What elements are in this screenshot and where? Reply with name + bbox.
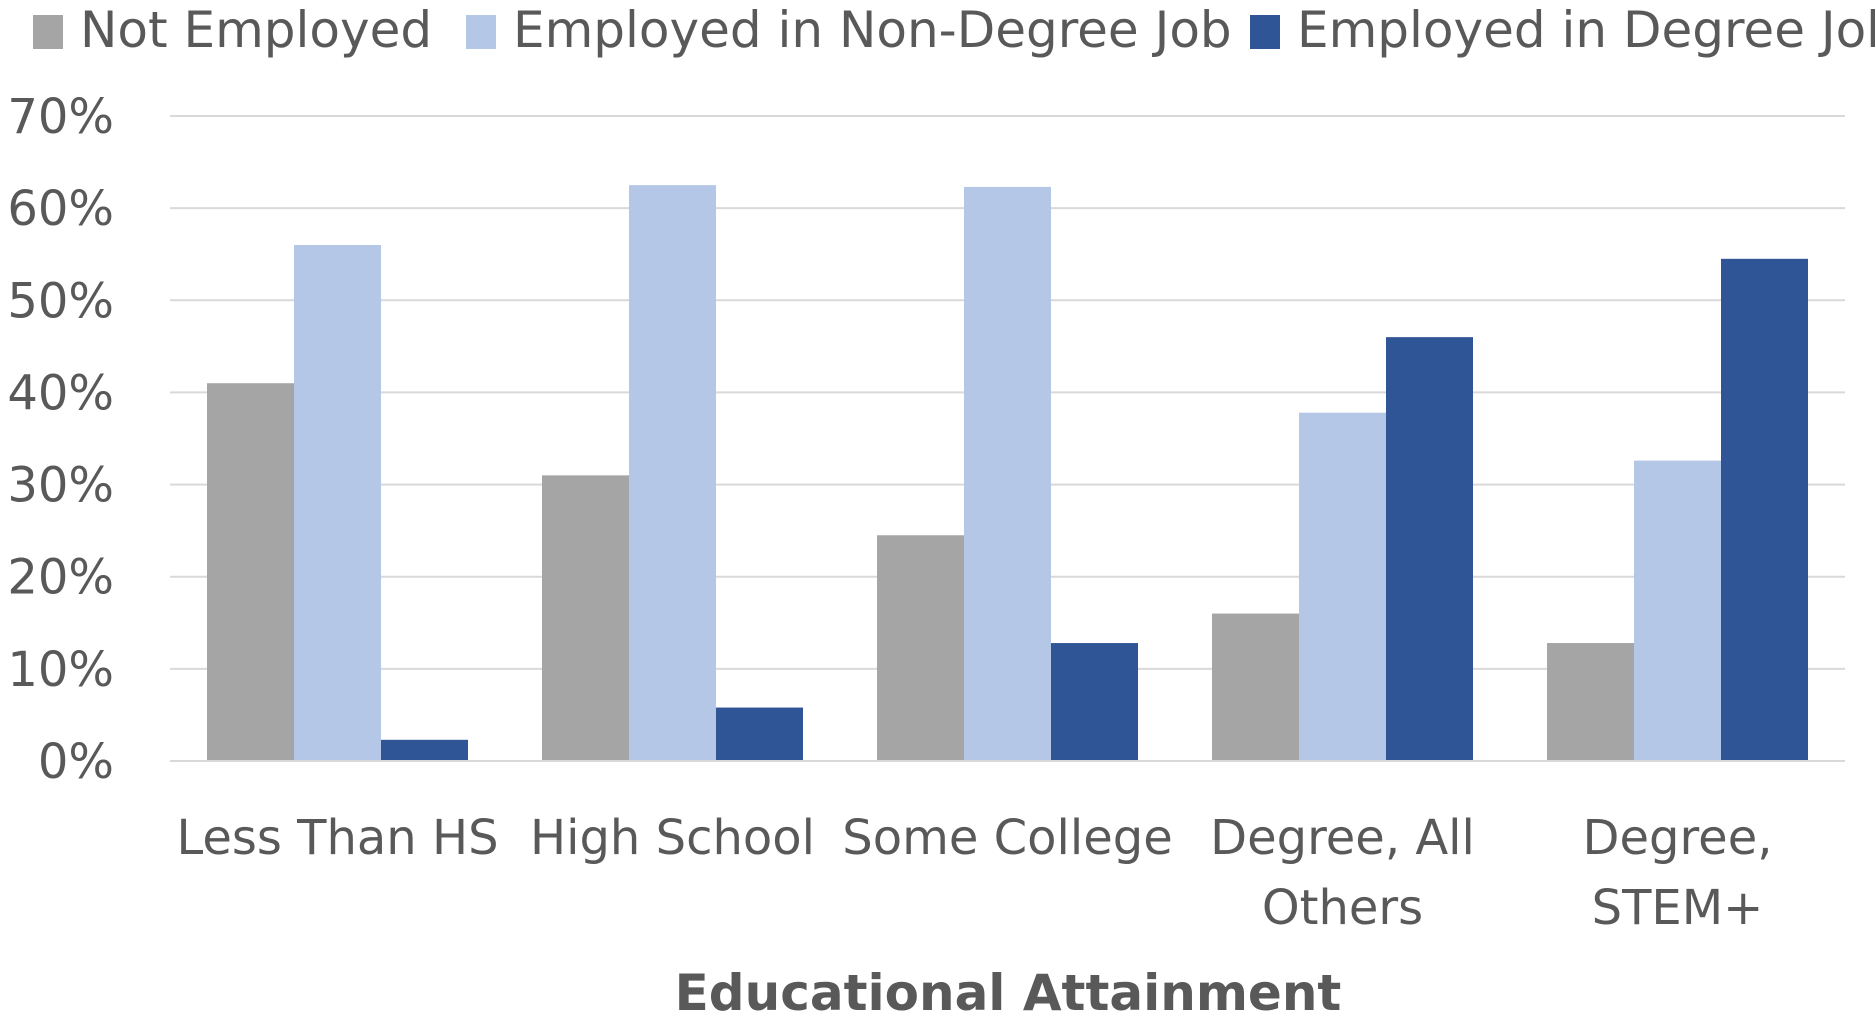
legend-swatch (466, 15, 496, 49)
legend-label: Not Employed (80, 1, 432, 59)
legend-swatch (33, 15, 63, 49)
x-tick-label: High School (530, 810, 815, 866)
bar (1386, 337, 1473, 761)
x-tick-label: Others (1262, 880, 1423, 936)
bar (294, 245, 381, 761)
legend-label: Employed in Non-Degree Job (513, 1, 1232, 59)
bar (877, 535, 964, 761)
legend-label: Employed in Degree Job (1297, 1, 1875, 59)
bar (1721, 258, 1808, 761)
y-axis-ticks: 0% 10% 20% 30% 40% 50% 60% 70% (7, 89, 114, 790)
y-tick-label: 20% (7, 550, 114, 606)
x-tick-label: Degree, All (1210, 810, 1475, 866)
x-tick-label: STEM+ (1592, 880, 1764, 936)
legend-item: Employed in Degree Job (1250, 1, 1875, 59)
bar (1212, 613, 1299, 761)
y-tick-label: 10% (7, 642, 114, 698)
bar (381, 739, 468, 761)
x-tick-label: Some College (842, 810, 1172, 866)
y-tick-label: 30% (7, 458, 114, 514)
legend-item: Not Employed (33, 1, 432, 59)
y-tick-label: 60% (7, 181, 114, 237)
x-axis-categories: Less Than HS High School Some College Degre… (176, 810, 1772, 936)
y-tick-label: 40% (7, 365, 114, 421)
legend-swatch (1250, 15, 1280, 49)
y-tick-label: 50% (7, 273, 114, 329)
bar (542, 475, 629, 761)
bars (207, 185, 1808, 761)
y-tick-label: 70% (7, 89, 114, 145)
x-tick-label: Degree, (1583, 810, 1773, 866)
bar (1299, 412, 1386, 761)
legend: Not Employed Employed in Non-Degree Job Em… (33, 1, 1875, 59)
bar (1547, 643, 1634, 761)
legend-item: Employed in Non-Degree Job (466, 1, 1232, 59)
bar (207, 383, 294, 761)
bar (1051, 643, 1138, 761)
bar (716, 707, 803, 761)
y-tick-label: 0% (38, 734, 114, 790)
bar (964, 186, 1051, 761)
bar (1634, 460, 1721, 761)
x-axis-title: Educational Attainment (675, 964, 1342, 1014)
x-tick-label: Less Than HS (176, 810, 498, 866)
bar (629, 185, 716, 761)
